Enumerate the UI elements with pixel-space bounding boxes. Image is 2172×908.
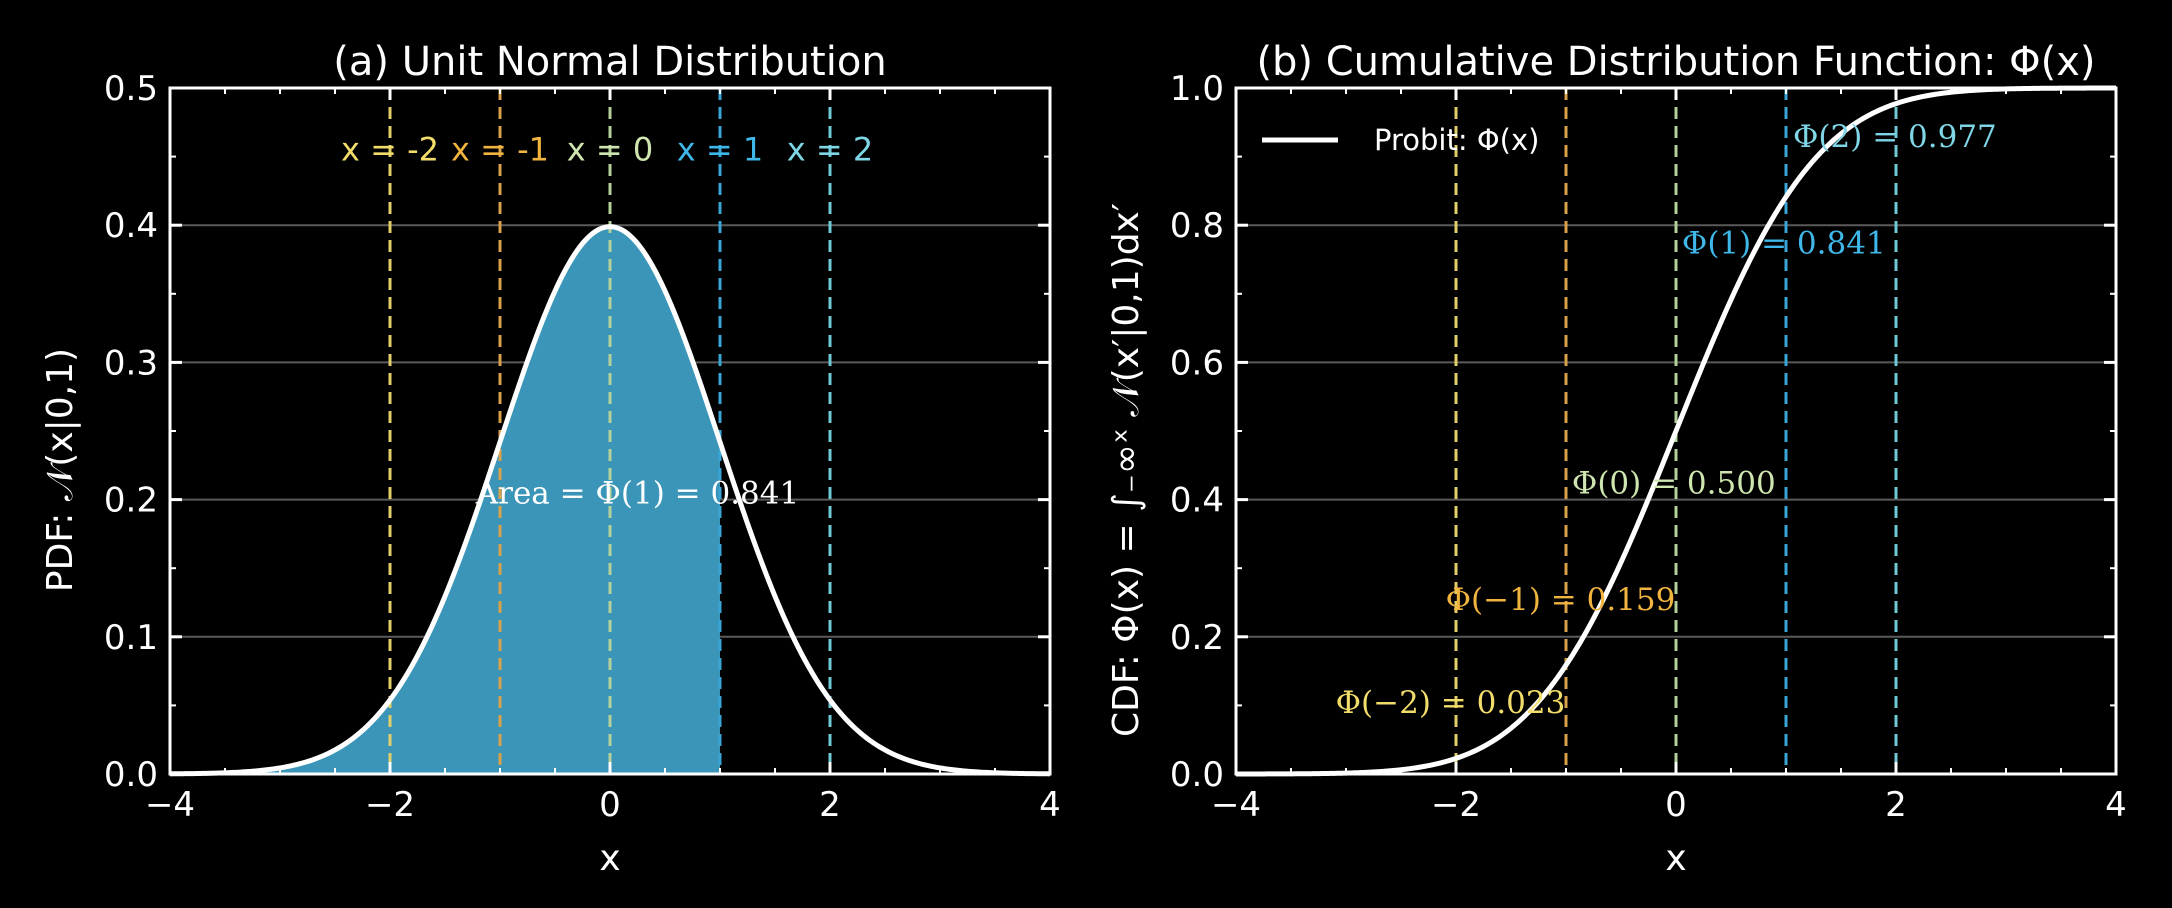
y-tick-label: 0.5 — [104, 69, 158, 109]
panel-b-ticks: −4 −2 0 2 4 0.0 0.2 0.4 0.6 0.8 1.0 — [1170, 69, 2127, 825]
panel-a-ylabel: PDF: 𝒩(x|0,1) — [40, 348, 81, 592]
panel-a-xlabel: x — [599, 838, 620, 879]
y-tick-label: 0.8 — [1170, 206, 1224, 246]
panel-b-annotations: Φ(−2) = 0.023 Φ(−1) = 0.159 Φ(0) = 0.500 Φ(… — [1336, 119, 1997, 721]
x-tick-label: −4 — [1211, 785, 1261, 825]
x-tick-label: 0 — [1665, 785, 1687, 825]
annotation-label: Φ(0) = 0.500 — [1572, 465, 1776, 501]
x-tick-label: −2 — [365, 785, 415, 825]
y-tick-label: 0.2 — [104, 481, 158, 521]
annotation-label: Φ(1) = 0.841 — [1682, 225, 1886, 261]
series-curve — [169, 224, 1051, 777]
annotation-label: Φ(−1) = 0.159 — [1446, 582, 1676, 618]
y-tick-label: 0.0 — [1170, 755, 1224, 795]
panel-a-vline-labels: x = -2 x = -1 x = 0 x = 1 x = 2 — [341, 131, 873, 169]
panel-b-vertical-lines — [1454, 88, 1898, 774]
vline-label: x = -1 — [451, 131, 549, 169]
panel-a-shaded-area — [170, 226, 720, 774]
y-tick-label: 0.4 — [104, 206, 158, 246]
panel-b-xlabel: x — [1665, 838, 1686, 879]
panel-b-title: (b) Cumulative Distribution Function: Φ(… — [1256, 39, 2095, 85]
y-tick-label: 0.2 — [1170, 618, 1224, 658]
x-tick-label: 0 — [599, 785, 621, 825]
legend-entry-probit: Probit: Φ(x) — [1374, 123, 1539, 157]
panel-a-annotations: Area = Φ(1) = 0.841 — [475, 476, 799, 512]
vline-label: x = 2 — [787, 131, 873, 169]
panel-b-ylabel: CDF: Φ(x) = ∫₋∞ˣ 𝒩(x′|0,1)dx′ — [1106, 203, 1147, 737]
panel-a-curve — [169, 224, 1051, 777]
panel-a-pdf-chart: (a) Unit Normal Distribution −4 −2 0 2 4 0.0 0… — [40, 39, 1061, 879]
x-tick-label: 2 — [1885, 785, 1907, 825]
x-tick-label: 2 — [819, 785, 841, 825]
panel-b-legend: Probit: Φ(x) — [1262, 123, 1539, 157]
y-tick-label: 0.1 — [104, 618, 158, 658]
x-tick-label: −2 — [1431, 785, 1481, 825]
panel-a-vertical-lines — [388, 88, 832, 774]
x-tick-label: 4 — [1039, 785, 1061, 825]
annotation-label: Area = Φ(1) = 0.841 — [475, 476, 799, 512]
vline-label: x = -2 — [341, 131, 439, 169]
panel-b-curve — [1236, 85, 2116, 777]
panel-a-ticks: −4 −2 0 2 4 0.0 0.1 0.2 0.3 0.4 0.5 — [104, 69, 1061, 825]
vline-label: x = 1 — [677, 131, 763, 169]
y-tick-label: 0.3 — [104, 343, 158, 383]
y-tick-label: 0.4 — [1170, 481, 1224, 521]
x-tick-label: 4 — [2105, 785, 2127, 825]
shaded-area-region — [170, 226, 720, 774]
series-curve — [1236, 85, 2116, 777]
panel-a-title: (a) Unit Normal Distribution — [333, 39, 886, 85]
annotation-label: Φ(2) = 0.977 — [1793, 119, 1997, 155]
y-tick-label: 0.0 — [104, 755, 158, 795]
x-tick-label: −4 — [145, 785, 195, 825]
panel-b-cdf-chart: (b) Cumulative Distribution Function: Φ(… — [1106, 39, 2127, 879]
y-tick-label: 0.6 — [1170, 343, 1224, 383]
vline-label: x = 0 — [567, 131, 653, 169]
y-tick-label: 1.0 — [1170, 69, 1224, 109]
annotation-label: Φ(−2) = 0.023 — [1336, 685, 1566, 721]
